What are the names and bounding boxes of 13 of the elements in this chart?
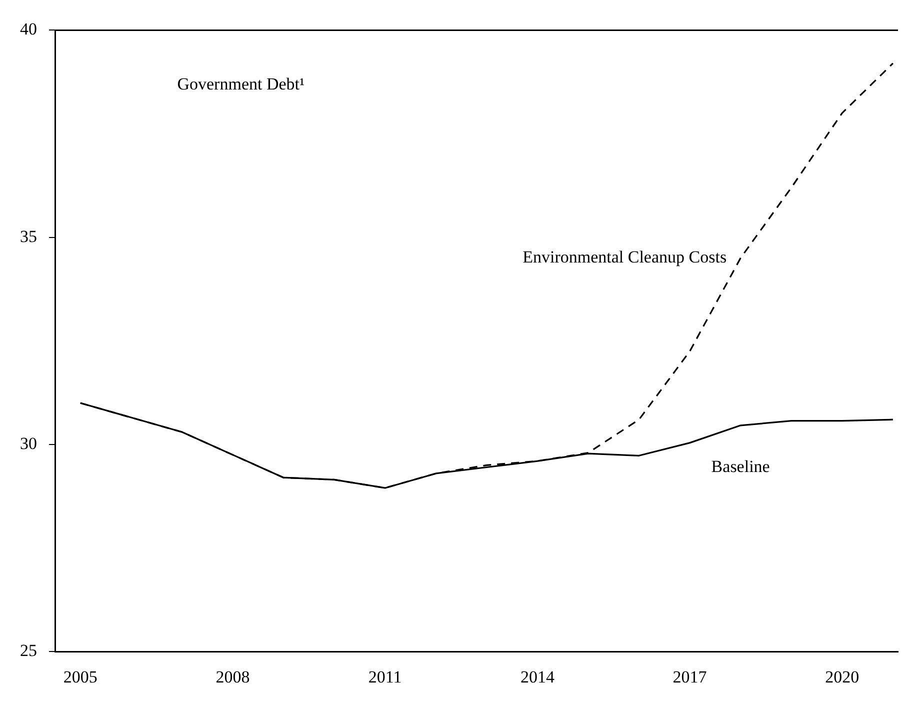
y-tick-label: 35: [20, 226, 37, 246]
x-tick-label: 2011: [368, 667, 402, 686]
series-label: Baseline: [711, 456, 770, 476]
y-tick-label: 30: [20, 434, 37, 453]
x-tick-label: 2017: [672, 667, 708, 686]
y-tick-label: 25: [20, 641, 37, 660]
x-tick-label: 2020: [825, 667, 860, 686]
x-tick-label: 2008: [216, 667, 250, 686]
series-label: Environmental Cleanup Costs: [522, 248, 727, 267]
x-tick-label: 2005: [63, 667, 98, 686]
y-tick-label: 40: [20, 20, 37, 39]
x-tick-label: 2014: [520, 667, 555, 686]
text: Government Debt¹: [177, 74, 305, 94]
